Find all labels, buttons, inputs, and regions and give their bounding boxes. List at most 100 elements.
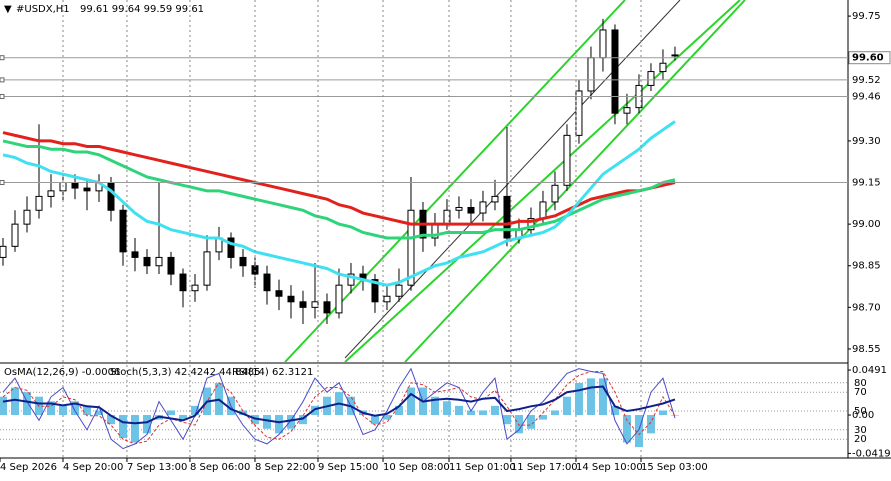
channel-mid-line — [344, 0, 681, 359]
candle-body — [563, 134, 571, 186]
candle-body — [143, 256, 151, 267]
candle-body — [479, 201, 487, 214]
candle-body — [239, 256, 247, 267]
indicator-label: OsMA(12,26,9) -0.0006 — [4, 367, 120, 378]
x-tick-label: 11 Sep 01:00 — [449, 462, 516, 473]
candle-body — [335, 284, 343, 314]
menu-arrow[interactable]: ▼ — [4, 4, 12, 15]
y-tick-label: 98.70 — [852, 302, 881, 313]
candle-body — [275, 290, 283, 297]
y-tick-label: 98.55 — [852, 344, 881, 355]
symbol: #USDX,H1 — [16, 4, 70, 15]
osma-bar — [574, 382, 583, 416]
candle-body — [443, 209, 451, 225]
osma-bar — [466, 410, 475, 416]
osma-bar — [22, 392, 31, 416]
x-tick-label: 10 Sep 08:00 — [383, 462, 450, 473]
y2-tick-label: 70 — [854, 387, 867, 398]
candle-body — [599, 29, 607, 59]
x-tick-label: 9 Sep 15:00 — [318, 462, 378, 473]
y-tick-label: 98.85 — [852, 261, 881, 272]
osma-bar — [646, 415, 655, 434]
candle-body — [119, 209, 127, 253]
candle-body — [23, 209, 31, 225]
x-tick-label: 8 Sep 22:00 — [255, 462, 315, 473]
osma-bar — [250, 415, 259, 425]
level-marker — [0, 180, 5, 186]
candle-body — [611, 29, 619, 114]
y-tick-label: 99.75 — [852, 11, 881, 22]
osma-bar — [406, 387, 415, 416]
osma-bar — [370, 415, 379, 425]
candle-body — [323, 301, 331, 314]
osma-bar — [622, 415, 631, 443]
candle-body — [167, 256, 175, 275]
osma-bar — [190, 405, 199, 416]
candle-body — [227, 237, 235, 258]
y-tick-label: 99.30 — [852, 136, 881, 147]
candle-body — [371, 279, 379, 303]
candle-body — [503, 195, 511, 239]
candle-body — [467, 206, 475, 214]
osma-bar — [0, 396, 7, 416]
osma-bar — [586, 378, 595, 416]
candle-body — [539, 201, 547, 220]
osma-bar — [598, 378, 607, 416]
osma-bar — [550, 410, 559, 416]
y2-tick-label: 50 — [854, 406, 867, 417]
candle-body — [263, 273, 271, 292]
candle-body — [491, 195, 499, 203]
osma-bar — [382, 415, 391, 420]
ohlc-label: 99.61 99.64 99.59 99.61 — [80, 4, 204, 15]
channel-line — [404, 0, 746, 362]
osma-bar — [118, 415, 127, 438]
candle-body — [575, 90, 583, 136]
y2-tick-label: 80 — [854, 378, 867, 389]
x-tick-label: 14 Sep 10:00 — [576, 462, 643, 473]
osma-bar — [166, 410, 175, 416]
osma-bar — [130, 415, 139, 443]
candle-body — [527, 218, 535, 231]
candle-body — [71, 182, 79, 189]
candle-body — [203, 251, 211, 286]
level-marker — [0, 77, 5, 83]
indicator-label: RSI(14) 62.3121 — [232, 367, 313, 378]
candle-body — [131, 251, 139, 258]
candle-body — [299, 301, 307, 308]
y-tick-label: 0.00 — [852, 410, 874, 421]
osma-bar — [238, 410, 247, 416]
x-tick-label: 7 Sep 13:00 — [127, 462, 187, 473]
candle-body — [455, 206, 463, 211]
level-marker — [0, 55, 5, 61]
level-label: 99.52 — [852, 75, 881, 86]
y-tick-label: 0.0491 — [852, 365, 887, 376]
candle-body — [659, 62, 667, 73]
osma-bar — [178, 415, 187, 420]
osma-bar — [538, 415, 547, 420]
osma-bar — [274, 415, 283, 434]
osma-bar — [610, 405, 619, 416]
osma-bar — [286, 415, 295, 429]
osma-bar — [70, 401, 79, 416]
osma-bar — [526, 415, 535, 429]
osma-bar — [502, 415, 511, 425]
candle-body — [47, 190, 55, 197]
candle-body — [383, 295, 391, 303]
candle-body — [35, 195, 43, 211]
osma-bar — [10, 387, 19, 416]
candle-body — [287, 295, 295, 303]
x-tick-label: 8 Sep 06:00 — [190, 462, 250, 473]
osma-bar — [430, 396, 439, 416]
y-tick-label: -0.0419 — [852, 448, 891, 459]
candle-body — [311, 301, 319, 308]
osma-bar — [58, 405, 67, 416]
channel-line — [344, 0, 741, 362]
indicator-label: Stoch(5,3,3) 42.4242 44.8485 — [110, 367, 261, 378]
candle-body — [191, 284, 199, 292]
level-marker — [0, 94, 5, 100]
osma-bar — [298, 415, 307, 425]
level-label: 99.46 — [852, 92, 881, 103]
osma-bar — [82, 405, 91, 416]
osma-bar — [634, 415, 643, 448]
